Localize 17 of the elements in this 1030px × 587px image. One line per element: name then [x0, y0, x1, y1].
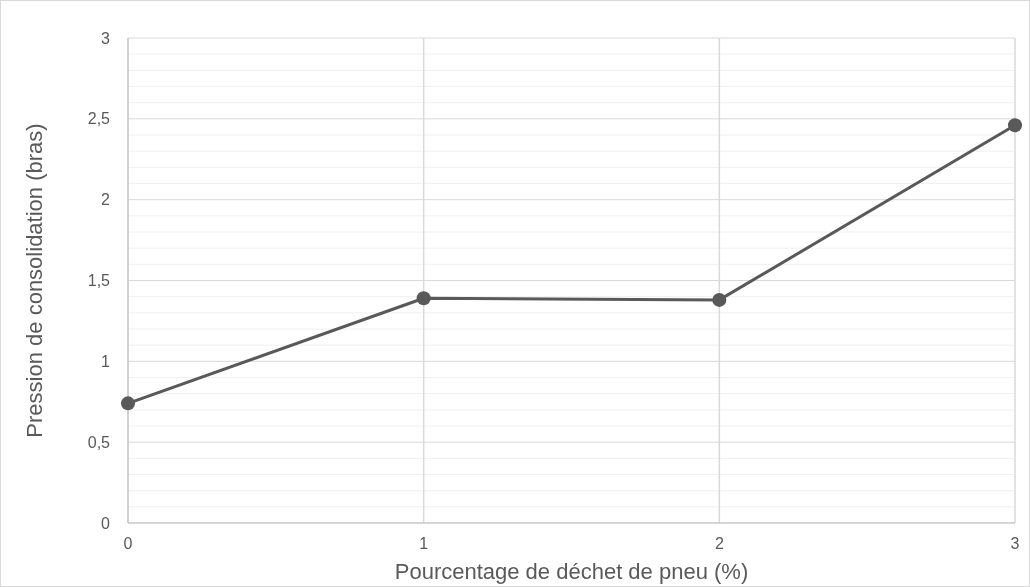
y-tick-label: 2,5	[87, 110, 111, 128]
x-tick-label: 2	[714, 535, 724, 552]
x-tick-label: 3	[1010, 535, 1020, 552]
y-tick-label: 1	[101, 352, 111, 370]
point	[712, 292, 727, 307]
point	[121, 396, 135, 411]
y-tick-label: 3	[101, 29, 111, 47]
x-tick-label: 0	[123, 535, 133, 552]
y-tick-label: 0	[101, 514, 111, 532]
y-tick-label: 0,5	[87, 433, 111, 451]
point	[1008, 118, 1022, 133]
point	[416, 291, 431, 306]
y-tick-label: 1,5	[87, 272, 111, 290]
x-tick-label: 1	[419, 535, 429, 552]
y-tick-label: 2	[101, 191, 111, 209]
y-axis-title: Pression de consolidation (bras)	[22, 123, 47, 438]
x-axis-title: Pourcentage de déchet de pneu (%)	[394, 559, 749, 584]
